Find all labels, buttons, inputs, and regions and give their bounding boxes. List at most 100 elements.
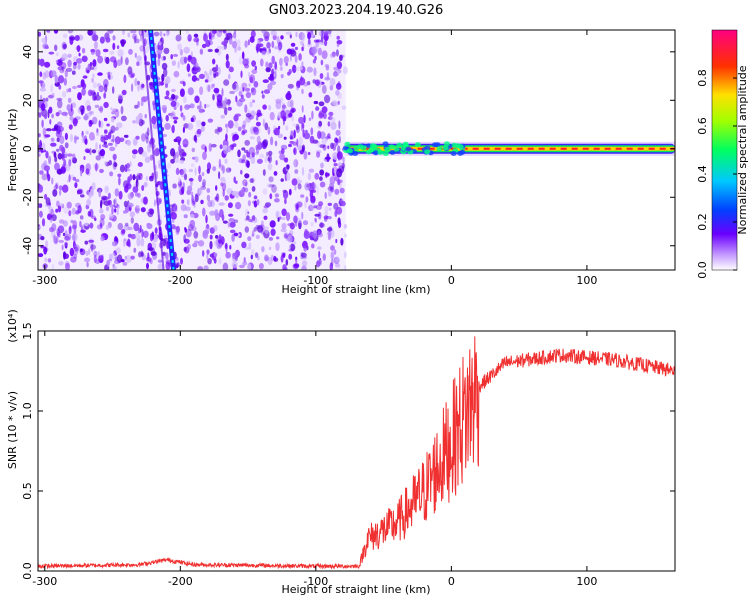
- noise-speck: [285, 31, 292, 35]
- snr-line: [38, 336, 675, 570]
- noise-speck: [129, 211, 136, 218]
- colorbar: 0.0 0.2 0.4 0.6 0.8 Normalized spectral ampl…: [696, 29, 749, 279]
- noise-speck: [38, 31, 41, 37]
- noise-speck: [290, 48, 295, 55]
- noise-speck: [114, 127, 119, 131]
- noise-speck: [186, 63, 191, 73]
- noise-speck: [341, 105, 347, 110]
- noise-speck: [301, 211, 304, 220]
- noise-speck: [298, 136, 303, 145]
- noise-speck: [137, 83, 140, 92]
- noise-speck: [72, 117, 78, 127]
- noise-speck: [89, 62, 93, 67]
- noise-speck: [44, 113, 48, 120]
- noise-speck: [270, 254, 274, 262]
- noise-speck: [61, 91, 67, 98]
- noise-speck: [72, 64, 77, 70]
- noise-speck: [64, 235, 70, 241]
- noise-speck: [292, 64, 297, 74]
- noise-speck: [183, 123, 189, 129]
- noise-speck: [161, 62, 168, 70]
- noise-speck: [130, 30, 137, 34]
- noise-speck: [194, 137, 198, 144]
- noise-speck: [54, 156, 58, 163]
- noise-speck: [82, 83, 87, 89]
- noise-speck: [198, 73, 205, 79]
- noise-speck: [175, 34, 182, 42]
- noise-speck: [147, 259, 152, 263]
- noise-speck: [335, 263, 341, 268]
- noise-speck: [261, 50, 267, 56]
- noise-speck: [244, 104, 248, 113]
- noise-speck: [99, 149, 106, 157]
- noise-speck: [239, 87, 243, 92]
- noise-speck: [124, 164, 128, 173]
- noise-speck: [100, 235, 105, 242]
- noise-speck: [95, 155, 102, 161]
- noise-speck: [216, 30, 223, 38]
- noise-speck: [184, 206, 191, 212]
- noise-speck: [174, 158, 180, 163]
- noise-speck: [138, 146, 144, 155]
- noise-speck: [225, 133, 228, 141]
- noise-speck: [251, 215, 256, 221]
- noise-speck: [291, 108, 295, 113]
- noise-speck: [250, 30, 256, 38]
- noise-speck: [67, 97, 72, 104]
- noise-speck: [275, 101, 282, 110]
- noise-speck: [311, 46, 317, 55]
- noise-speck: [156, 49, 163, 55]
- noise-speck: [200, 185, 207, 190]
- noise-speck: [38, 133, 41, 138]
- snr-multiplier: (x10⁴): [6, 309, 19, 343]
- noise-speck: [90, 49, 95, 55]
- noise-speck: [99, 168, 104, 174]
- noise-speck: [173, 120, 178, 124]
- noise-speck: [117, 49, 124, 57]
- noise-speck: [229, 221, 236, 228]
- noise-speck: [171, 226, 178, 230]
- noise-speck: [112, 161, 117, 170]
- noise-speck: [140, 33, 143, 42]
- noise-speck: [214, 196, 218, 201]
- x-tick-label: -100: [303, 575, 328, 588]
- noise-speck: [153, 31, 160, 37]
- noise-speck: [253, 227, 257, 232]
- y-tick-label: -20: [21, 188, 34, 206]
- noise-speck: [244, 40, 248, 48]
- noise-speck: [73, 61, 77, 66]
- noise-speck: [51, 92, 55, 98]
- noise-speck: [268, 48, 271, 54]
- noise-speck: [295, 206, 300, 213]
- noise-speck: [151, 172, 155, 178]
- noise-speck: [50, 70, 57, 78]
- noise-speck: [147, 247, 154, 251]
- noise-speck: [210, 83, 214, 89]
- noise-speck: [330, 251, 335, 260]
- noise-speck: [58, 203, 64, 207]
- noise-speck: [225, 123, 228, 128]
- y-tick-label: -40: [21, 237, 34, 255]
- noise-speck: [93, 40, 98, 50]
- noise-speck: [88, 191, 92, 199]
- noise-speck: [312, 138, 315, 144]
- noise-speck: [179, 80, 185, 84]
- noise-speck: [66, 179, 69, 183]
- noise-speck: [341, 162, 345, 169]
- noise-speck: [204, 79, 209, 83]
- noise-speck: [84, 148, 90, 153]
- y-tick-label: 0.0: [21, 562, 34, 580]
- noise-speck: [196, 128, 202, 135]
- noise-speck: [57, 225, 65, 234]
- noise-speck: [311, 110, 314, 120]
- noise-speck: [132, 174, 136, 181]
- noise-speck: [337, 100, 340, 105]
- noise-speck: [200, 125, 205, 132]
- noise-speck: [79, 248, 86, 256]
- band-blob: [372, 150, 379, 156]
- noise-speck: [324, 30, 331, 37]
- noise-speck: [319, 30, 324, 37]
- noise-speck: [65, 67, 73, 72]
- noise-speck: [241, 159, 246, 164]
- noise-speck: [107, 30, 114, 34]
